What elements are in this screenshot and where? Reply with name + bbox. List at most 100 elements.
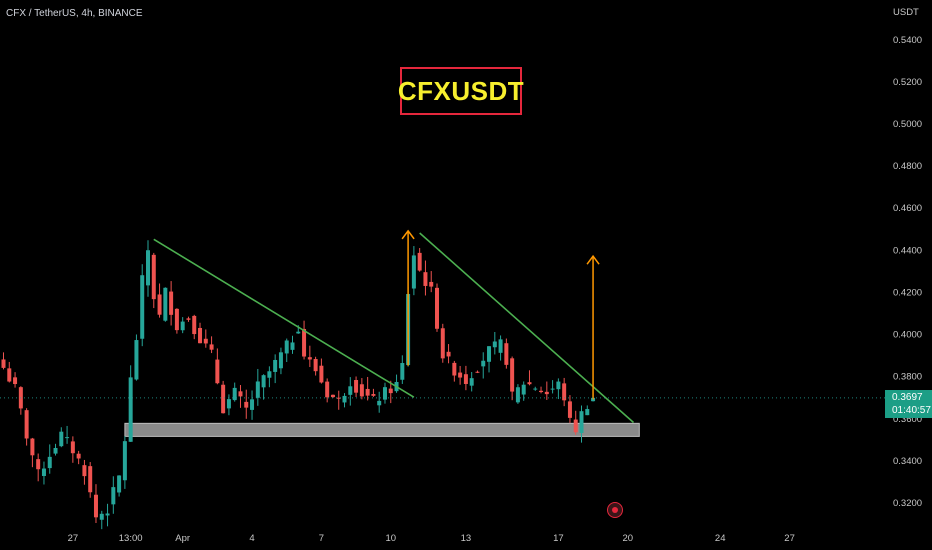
candle xyxy=(365,376,370,401)
candle-body xyxy=(284,340,289,354)
price-tick-label: 0.4600 xyxy=(893,203,922,214)
candle xyxy=(573,410,578,435)
trendline xyxy=(419,232,635,424)
candle xyxy=(65,425,70,444)
candle-body xyxy=(134,340,139,380)
candle-body xyxy=(377,400,382,406)
candle-body xyxy=(469,378,474,386)
candle xyxy=(527,370,532,386)
candle xyxy=(134,334,139,381)
candle-body xyxy=(186,318,191,320)
candle xyxy=(429,271,434,293)
time-tick-label: 27 xyxy=(68,533,79,544)
candle-body xyxy=(539,390,544,393)
symbol-banner-text: CFXUSDT xyxy=(397,75,525,106)
candle xyxy=(446,344,451,364)
candle-body xyxy=(128,377,133,442)
candle-body xyxy=(330,394,335,398)
candle-body xyxy=(400,363,405,380)
candle xyxy=(400,355,405,384)
candle xyxy=(423,260,428,296)
candle-body xyxy=(221,384,226,414)
candle xyxy=(284,338,289,363)
candle-body xyxy=(1,359,6,368)
candle-body xyxy=(278,352,283,369)
arrow-head xyxy=(586,254,600,265)
candle xyxy=(313,356,318,376)
time-axis: 27 13:00 Apr 4 7 10 13 17 20 24 27 xyxy=(68,533,795,544)
symbol-banner: CFXUSDT xyxy=(397,67,525,115)
candle xyxy=(261,374,266,400)
candle-body xyxy=(562,383,567,401)
candle-body xyxy=(122,441,127,481)
candle-body xyxy=(423,272,428,286)
candle-body xyxy=(296,331,301,334)
news-flag-icon[interactable] xyxy=(607,502,623,518)
last-price-value: 0.3697 xyxy=(892,392,923,403)
candle-body xyxy=(527,382,532,385)
candle-body xyxy=(151,254,156,300)
price-tick-label: 0.4000 xyxy=(893,330,922,341)
candle xyxy=(82,459,87,485)
candle xyxy=(394,374,399,393)
candle-body xyxy=(411,255,416,289)
candle-body xyxy=(533,388,538,390)
candle xyxy=(232,382,237,402)
support-zone xyxy=(124,422,640,437)
time-tick-label: 27 xyxy=(784,533,795,544)
time-tick-label: 7 xyxy=(319,533,324,544)
candle-body xyxy=(585,409,590,416)
time-tick-label: 17 xyxy=(553,533,564,544)
candle xyxy=(174,308,179,334)
candle-body xyxy=(232,387,237,401)
time-tick-label: 24 xyxy=(715,533,726,544)
candle-body xyxy=(348,386,353,395)
candle xyxy=(70,436,75,463)
candle-body xyxy=(238,391,243,397)
candle xyxy=(498,335,503,361)
candle-body xyxy=(180,321,185,331)
candle xyxy=(521,381,526,401)
candle-body xyxy=(255,381,260,398)
candle xyxy=(180,317,185,334)
candle xyxy=(417,248,422,272)
candle xyxy=(348,377,353,406)
candle xyxy=(76,450,81,465)
candle-body xyxy=(117,475,122,493)
candle-body xyxy=(336,397,341,399)
candle-body xyxy=(215,359,220,384)
candle xyxy=(278,347,283,375)
candles-layer xyxy=(1,240,596,530)
candle-body xyxy=(88,466,93,493)
price-axis-unit: USDT xyxy=(893,7,919,18)
time-tick-label: 13 xyxy=(461,533,472,544)
candle xyxy=(515,384,520,404)
candle xyxy=(585,405,590,416)
candle-body xyxy=(250,399,255,410)
candle xyxy=(140,264,145,347)
candle xyxy=(238,385,243,408)
candle-body xyxy=(388,388,393,394)
candle-body xyxy=(417,252,422,271)
candle xyxy=(567,395,572,424)
candle xyxy=(463,365,468,391)
candle-body xyxy=(481,360,486,367)
candle xyxy=(359,378,364,400)
price-tick-label: 0.5400 xyxy=(893,35,922,46)
candle xyxy=(556,378,561,400)
candle xyxy=(128,365,133,442)
candle-body xyxy=(463,374,468,384)
candle xyxy=(255,368,260,406)
candle xyxy=(105,503,110,527)
price-tick-label: 0.5000 xyxy=(893,119,922,130)
candle-body xyxy=(487,346,492,362)
candle-body xyxy=(169,291,174,315)
candle-body xyxy=(105,513,110,516)
time-tick-label: Apr xyxy=(175,533,190,544)
candle-body xyxy=(313,359,318,372)
candle xyxy=(88,462,93,498)
candle xyxy=(59,427,64,448)
candle xyxy=(93,484,98,524)
candle xyxy=(198,322,203,344)
